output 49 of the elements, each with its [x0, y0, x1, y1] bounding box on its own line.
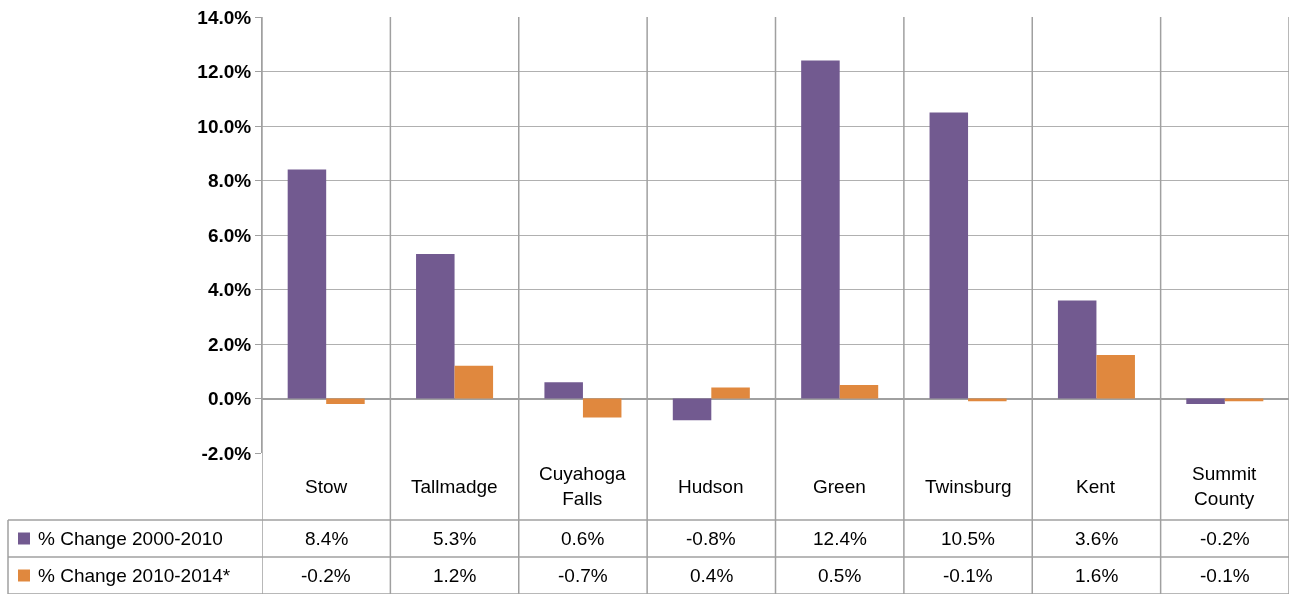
data-label: -0.8% — [686, 528, 736, 549]
legend-label: % Change 2010-2014* — [38, 565, 231, 586]
bar — [416, 254, 455, 399]
y-tick-label: 12.0% — [197, 61, 252, 83]
bar — [1186, 398, 1225, 404]
data-label: 5.3% — [433, 528, 477, 549]
data-label: 0.6% — [561, 528, 605, 549]
bar — [454, 365, 494, 399]
data-label: 10.5% — [941, 528, 995, 549]
x-tick-label: Summit County — [1192, 463, 1258, 509]
data-label: -0.2% — [301, 565, 351, 586]
bar — [929, 112, 969, 399]
data-label: 1.6% — [1075, 565, 1119, 586]
x-tick-label: Hudson — [678, 476, 744, 497]
data-label: -0.7% — [558, 565, 608, 586]
y-tick-label: 4.0% — [207, 279, 252, 301]
bar — [326, 398, 365, 404]
x-tick-label: Cuyahoga Falls — [539, 463, 627, 509]
data-label: -0.1% — [1200, 565, 1250, 586]
x-tick-label: Kent — [1076, 476, 1116, 497]
bar — [287, 169, 327, 399]
data-label: 0.4% — [690, 565, 734, 586]
bar — [1096, 354, 1135, 399]
y-tick-label: 8.0% — [207, 170, 252, 192]
y-tick-label: 2.0% — [207, 333, 252, 355]
data-label: 12.4% — [813, 528, 867, 549]
y-tick-label: -2.0% — [201, 442, 252, 464]
bar — [801, 60, 840, 399]
y-tick-label: 10.0% — [197, 115, 252, 137]
bar — [672, 398, 712, 421]
data-label: -0.2% — [1200, 528, 1250, 549]
y-tick-label: 0.0% — [207, 388, 252, 410]
data-label: 0.5% — [818, 565, 862, 586]
bar — [839, 384, 879, 399]
x-tick-label: Twinsburg — [925, 476, 1012, 497]
bar — [544, 382, 583, 399]
x-tick-label: Green — [813, 476, 866, 497]
bar — [582, 398, 622, 418]
data-label: 8.4% — [305, 528, 349, 549]
data-label: 1.2% — [433, 565, 477, 586]
bar — [1057, 300, 1097, 399]
data-label: 3.6% — [1075, 528, 1119, 549]
data-label: -0.1% — [943, 565, 993, 586]
x-tick-label: Stow — [305, 476, 348, 497]
bar — [711, 387, 750, 399]
x-tick-label: Tallmadge — [411, 476, 498, 497]
y-tick-label: 6.0% — [207, 224, 252, 246]
y-tick-label: 14.0% — [197, 6, 252, 28]
legend-label: % Change 2000-2010 — [38, 528, 223, 549]
